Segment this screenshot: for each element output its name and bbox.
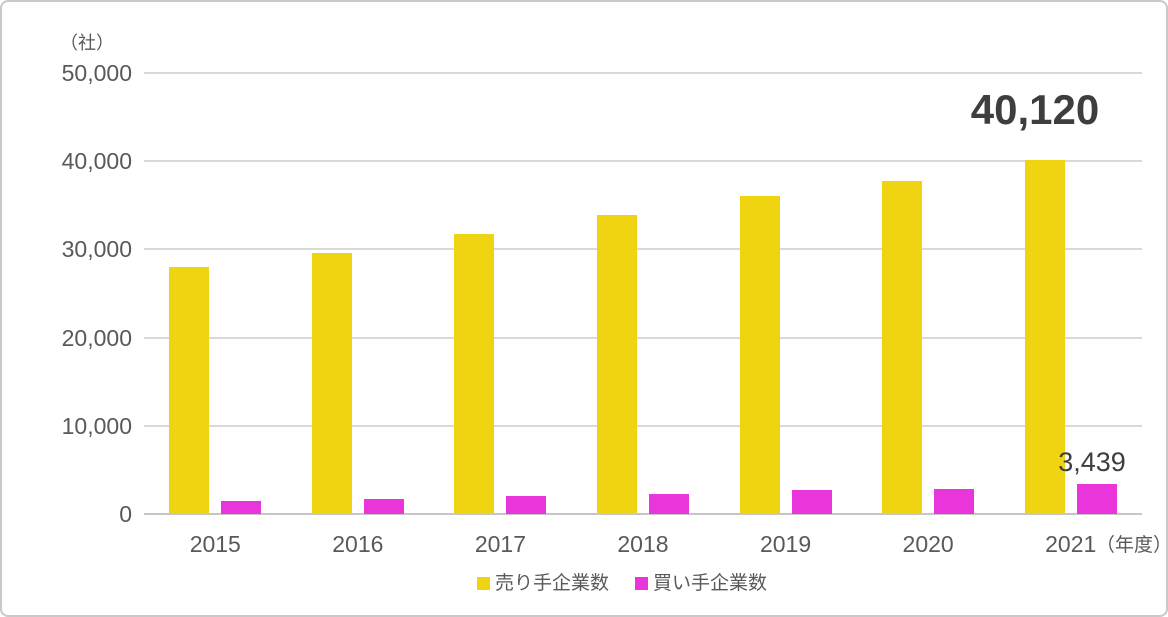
y-tick-label-0: 0 xyxy=(119,501,132,527)
bar-買い手企業数-2018 xyxy=(648,493,689,514)
bar-売り手企業数-2021 xyxy=(1024,160,1065,514)
bar-売り手企業数-2017 xyxy=(454,233,495,514)
y-tick-label-30000: 30,000 xyxy=(61,236,132,263)
bar-group-2015 xyxy=(144,73,287,514)
y-tick-label-10000: 10,000 xyxy=(61,412,132,439)
y-axis-unit-label: （社） xyxy=(60,33,114,53)
bar-買い手企業数-2015 xyxy=(221,500,262,514)
legend-item-売り手企業数: 売り手企業数 xyxy=(476,568,609,595)
legend-swatch-icon xyxy=(635,576,648,590)
y-tick-label-50000: 50,000 xyxy=(61,60,132,86)
bar-買い手企業数-2021 xyxy=(1076,483,1117,514)
x-tick-label-2018: 2018 xyxy=(617,531,669,557)
bar-売り手企業数-2019 xyxy=(739,196,780,514)
x-tick-label-2017: 2017 xyxy=(474,531,526,557)
bar-売り手企業数-2018 xyxy=(596,215,637,514)
bar-買い手企業数-2017 xyxy=(506,495,547,514)
bar-買い手企業数-2016 xyxy=(363,498,404,514)
x-tick-label-2021: 2021 xyxy=(1045,531,1097,557)
data-label-buyer-2021: 3,439 xyxy=(1058,447,1126,477)
bar-売り手企業数-2015 xyxy=(169,267,210,514)
legend-label: 買い手企業数 xyxy=(653,573,768,594)
y-tick-label-40000: 40,000 xyxy=(61,148,132,175)
x-axis-line xyxy=(144,513,1142,515)
data-label-seller-2021: 40,120 xyxy=(970,86,1100,133)
legend-label: 売り手企業数 xyxy=(494,573,609,594)
bar-売り手企業数-2020 xyxy=(882,180,923,514)
bar-group-2021 xyxy=(999,73,1142,514)
gridline-20000 xyxy=(144,336,1142,339)
x-tick-label-2015: 2015 xyxy=(189,531,241,557)
bar-group-2017 xyxy=(429,73,572,514)
bar-group-2019 xyxy=(714,73,857,514)
bar-group-2016 xyxy=(287,73,430,514)
legend-item-買い手企業数: 買い手企業数 xyxy=(635,568,767,595)
gridline-10000 xyxy=(144,424,1142,427)
x-tick-label-2020: 2020 xyxy=(902,531,954,557)
gridline-40000 xyxy=(144,160,1142,163)
x-axis: 2015 2016 2017 2018 2019 2020 2021 xyxy=(144,531,1142,561)
bar-売り手企業数-2016 xyxy=(311,252,352,514)
y-tick-label-20000: 20,000 xyxy=(61,324,132,351)
bar-group-2020 xyxy=(857,73,1000,514)
legend-swatch-icon xyxy=(476,576,490,590)
x-tick-label-2016: 2016 xyxy=(332,531,384,557)
y-axis: 0 10,000 20,000 30,000 40,000 50,000 xyxy=(2,60,134,527)
plot-area xyxy=(144,72,1142,515)
x-axis-unit-label: （年度） xyxy=(1096,535,1168,556)
x-tick-label-2019: 2019 xyxy=(759,531,812,557)
bar-買い手企業数-2019 xyxy=(791,490,832,514)
gridline-30000 xyxy=(144,248,1142,251)
bar-買い手企業数-2020 xyxy=(934,488,975,514)
bar-group-2018 xyxy=(572,73,715,514)
gridline-50000 xyxy=(144,72,1142,74)
legend: 売り手企業数 買い手企業数 xyxy=(38,568,1166,595)
